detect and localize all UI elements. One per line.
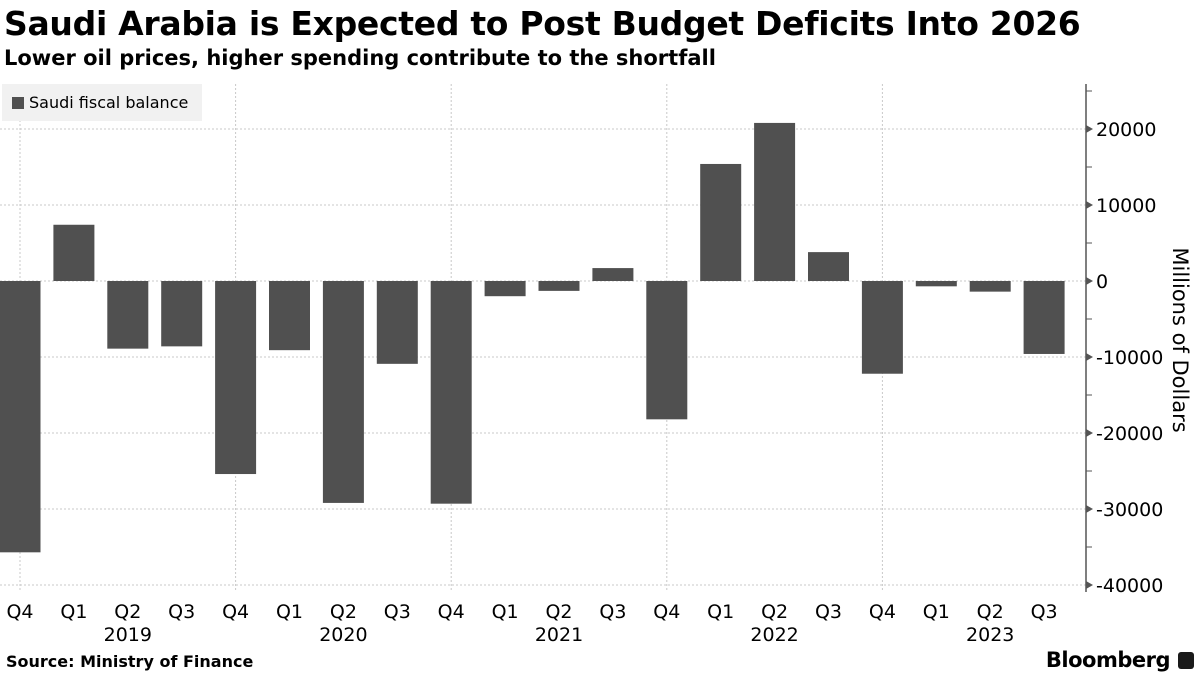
x-tick-label: Q2 xyxy=(545,601,572,623)
x-tick-label: Q3 xyxy=(815,601,842,623)
x-tick-label: Q4 xyxy=(653,601,680,623)
x-tick-label: Q2 xyxy=(761,601,788,623)
x-axis-labels: Q4 Q1 Q2 Q3 Q4 Q1 Q2 Q3 Q4 Q1 Q2 Q3 Q4 Q1 Q2 Q3 Q4 Q1 Q2 Q3… xyxy=(6,601,1057,646)
y-axis-title: Millions of Dollars xyxy=(1168,247,1192,433)
x-tick-label: Q3 xyxy=(168,601,195,623)
bar xyxy=(646,281,688,420)
x-tick-label: Q4 xyxy=(869,601,896,623)
bar xyxy=(969,281,1011,292)
y-major-tick xyxy=(1086,505,1093,513)
x-year-label: 2020 xyxy=(319,624,367,646)
x-tick-label: Q1 xyxy=(60,601,87,623)
legend-label: Saudi fiscal balance xyxy=(29,93,189,112)
bar xyxy=(538,281,580,291)
source-note: Source: Ministry of Finance xyxy=(6,652,254,671)
bar xyxy=(700,163,742,281)
x-tick-label: Q3 xyxy=(384,601,411,623)
bar xyxy=(269,281,310,351)
bar xyxy=(484,281,526,297)
bar xyxy=(322,281,364,503)
x-year-label: 2023 xyxy=(966,624,1014,646)
chart-title: Saudi Arabia is Expected to Post Budget … xyxy=(4,4,1081,43)
y-tick-label: 10000 xyxy=(1096,195,1156,217)
bar xyxy=(592,268,634,281)
legend: Saudi fiscal balance xyxy=(2,84,202,121)
bar xyxy=(808,252,849,281)
y-tick-label: -40000 xyxy=(1096,575,1163,597)
bar xyxy=(754,122,796,281)
x-tick-label: Q1 xyxy=(707,601,734,623)
x-tick-label: Q2 xyxy=(114,601,141,623)
bar xyxy=(0,281,41,553)
x-tick-label: Q4 xyxy=(438,601,465,623)
x-tick-label: Q3 xyxy=(1031,601,1058,623)
x-tick-label: Q3 xyxy=(599,601,626,623)
y-major-tick xyxy=(1086,201,1093,209)
bar xyxy=(161,281,203,347)
bar xyxy=(376,281,418,364)
x-tick-label: Q4 xyxy=(6,601,33,623)
y-tick-label: -20000 xyxy=(1096,423,1163,445)
legend-swatch xyxy=(12,96,24,109)
bloomberg-chart-icon xyxy=(1178,652,1194,669)
bar xyxy=(915,281,957,287)
x-tick-label: Q1 xyxy=(276,601,303,623)
y-major-tick xyxy=(1086,429,1093,437)
chart-subtitle: Lower oil prices, higher spending contri… xyxy=(4,46,716,70)
y-major-tick xyxy=(1086,353,1093,361)
bar xyxy=(53,224,95,281)
bar xyxy=(861,281,903,374)
y-major-tick xyxy=(1086,581,1093,589)
x-tick-label: Q4 xyxy=(222,601,249,623)
y-major-tick xyxy=(1086,125,1093,133)
x-tick-label: Q1 xyxy=(492,601,519,623)
bar xyxy=(430,281,472,504)
x-tick-label: Q1 xyxy=(923,601,950,623)
bar xyxy=(215,281,257,475)
x-tick-label: Q2 xyxy=(330,601,357,623)
bar xyxy=(107,281,149,349)
y-tick-label: 0 xyxy=(1096,271,1108,293)
y-axis: 20000 10000 0 -10000 -20000 -30000 -40000 xyxy=(1085,84,1163,597)
x-year-label: 2022 xyxy=(750,624,798,646)
brand-logo: Bloomberg xyxy=(1045,648,1171,672)
y-major-tick xyxy=(1086,277,1093,285)
x-year-label: 2021 xyxy=(535,624,583,646)
y-tick-label: -10000 xyxy=(1096,347,1163,369)
x-tick-label: Q2 xyxy=(977,601,1004,623)
y-tick-label: -30000 xyxy=(1096,499,1163,521)
bar xyxy=(1023,281,1065,354)
bars xyxy=(0,122,1065,553)
x-year-label: 2019 xyxy=(104,624,152,646)
y-tick-label: 20000 xyxy=(1096,119,1156,141)
